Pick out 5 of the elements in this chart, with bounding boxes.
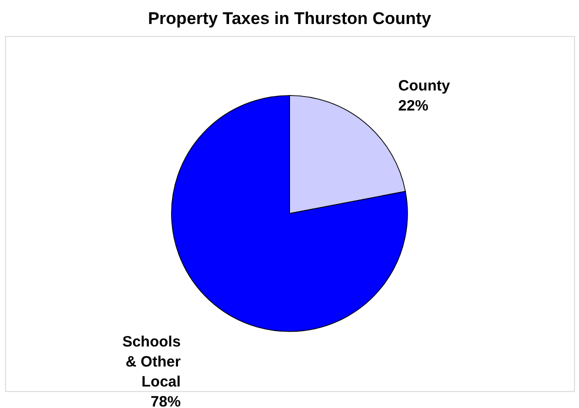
chart-title: Property Taxes in Thurston County — [148, 9, 432, 28]
slice-label: Schools & Other Local — [122, 334, 181, 391]
data-label: 22% — [398, 97, 428, 114]
slice-label: County — [398, 77, 451, 94]
data-label: 78% — [150, 394, 181, 408]
